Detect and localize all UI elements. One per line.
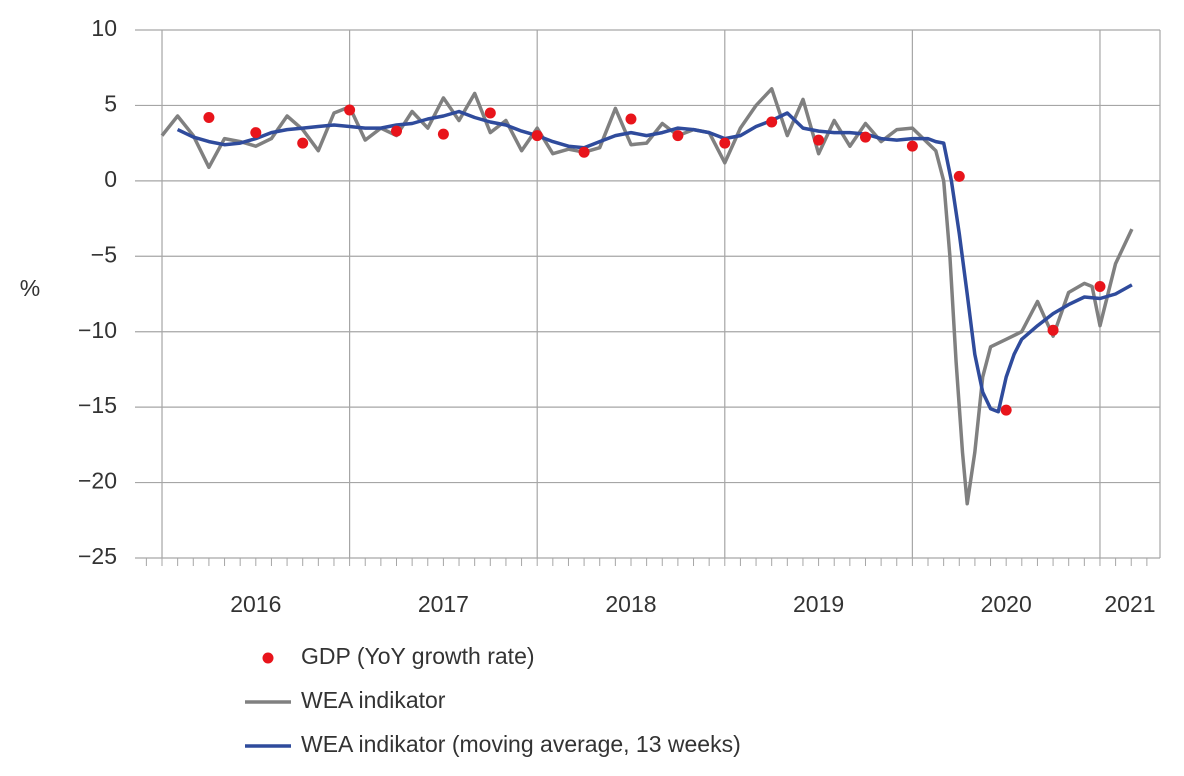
y-tick-label: 0 [104,166,117,192]
gdp-point [953,170,965,182]
gdp-point [391,125,403,137]
y-axis-label: % [20,275,40,301]
gdp-point [1047,324,1059,336]
gdp-point [1094,280,1106,292]
gdp-point [484,107,496,119]
y-tick-label: 5 [104,91,117,117]
gdp-point [672,130,684,142]
series-line [176,109,1133,414]
gdp-point [906,140,918,152]
gdp-point [344,104,356,116]
gdp-point [813,134,825,146]
gdp-point [437,128,449,140]
gdp-point [1000,404,1012,416]
series-line [160,87,1134,506]
legend-marker [262,652,274,664]
gdp-point [250,127,262,139]
y-tick-label: 10 [91,15,117,41]
gdp-point [297,137,309,149]
legend-label: WEA indikator (moving average, 13 weeks) [301,731,741,757]
gdp-point [766,116,778,128]
x-tick-label: 2021 [1104,591,1155,617]
gdp-point [625,113,637,125]
gdp-point [531,130,543,142]
x-tick-label: 2019 [793,591,844,617]
x-tick-label: 2020 [981,591,1032,617]
y-tick-label: −25 [78,543,117,569]
y-tick-label: −5 [91,241,117,267]
y-tick-label: −15 [78,392,117,418]
legend-label: GDP (YoY growth rate) [301,643,535,669]
gdp-point [203,111,215,123]
x-tick-label: 2017 [418,591,469,617]
gdp-point [578,146,590,158]
legend-label: WEA indikator [301,687,446,713]
x-tick-label: 2016 [230,591,281,617]
gdp-point [859,131,871,143]
y-tick-label: −10 [78,317,117,343]
x-tick-label: 2018 [605,591,656,617]
gdp-point [719,137,731,149]
y-tick-label: −20 [78,468,117,494]
